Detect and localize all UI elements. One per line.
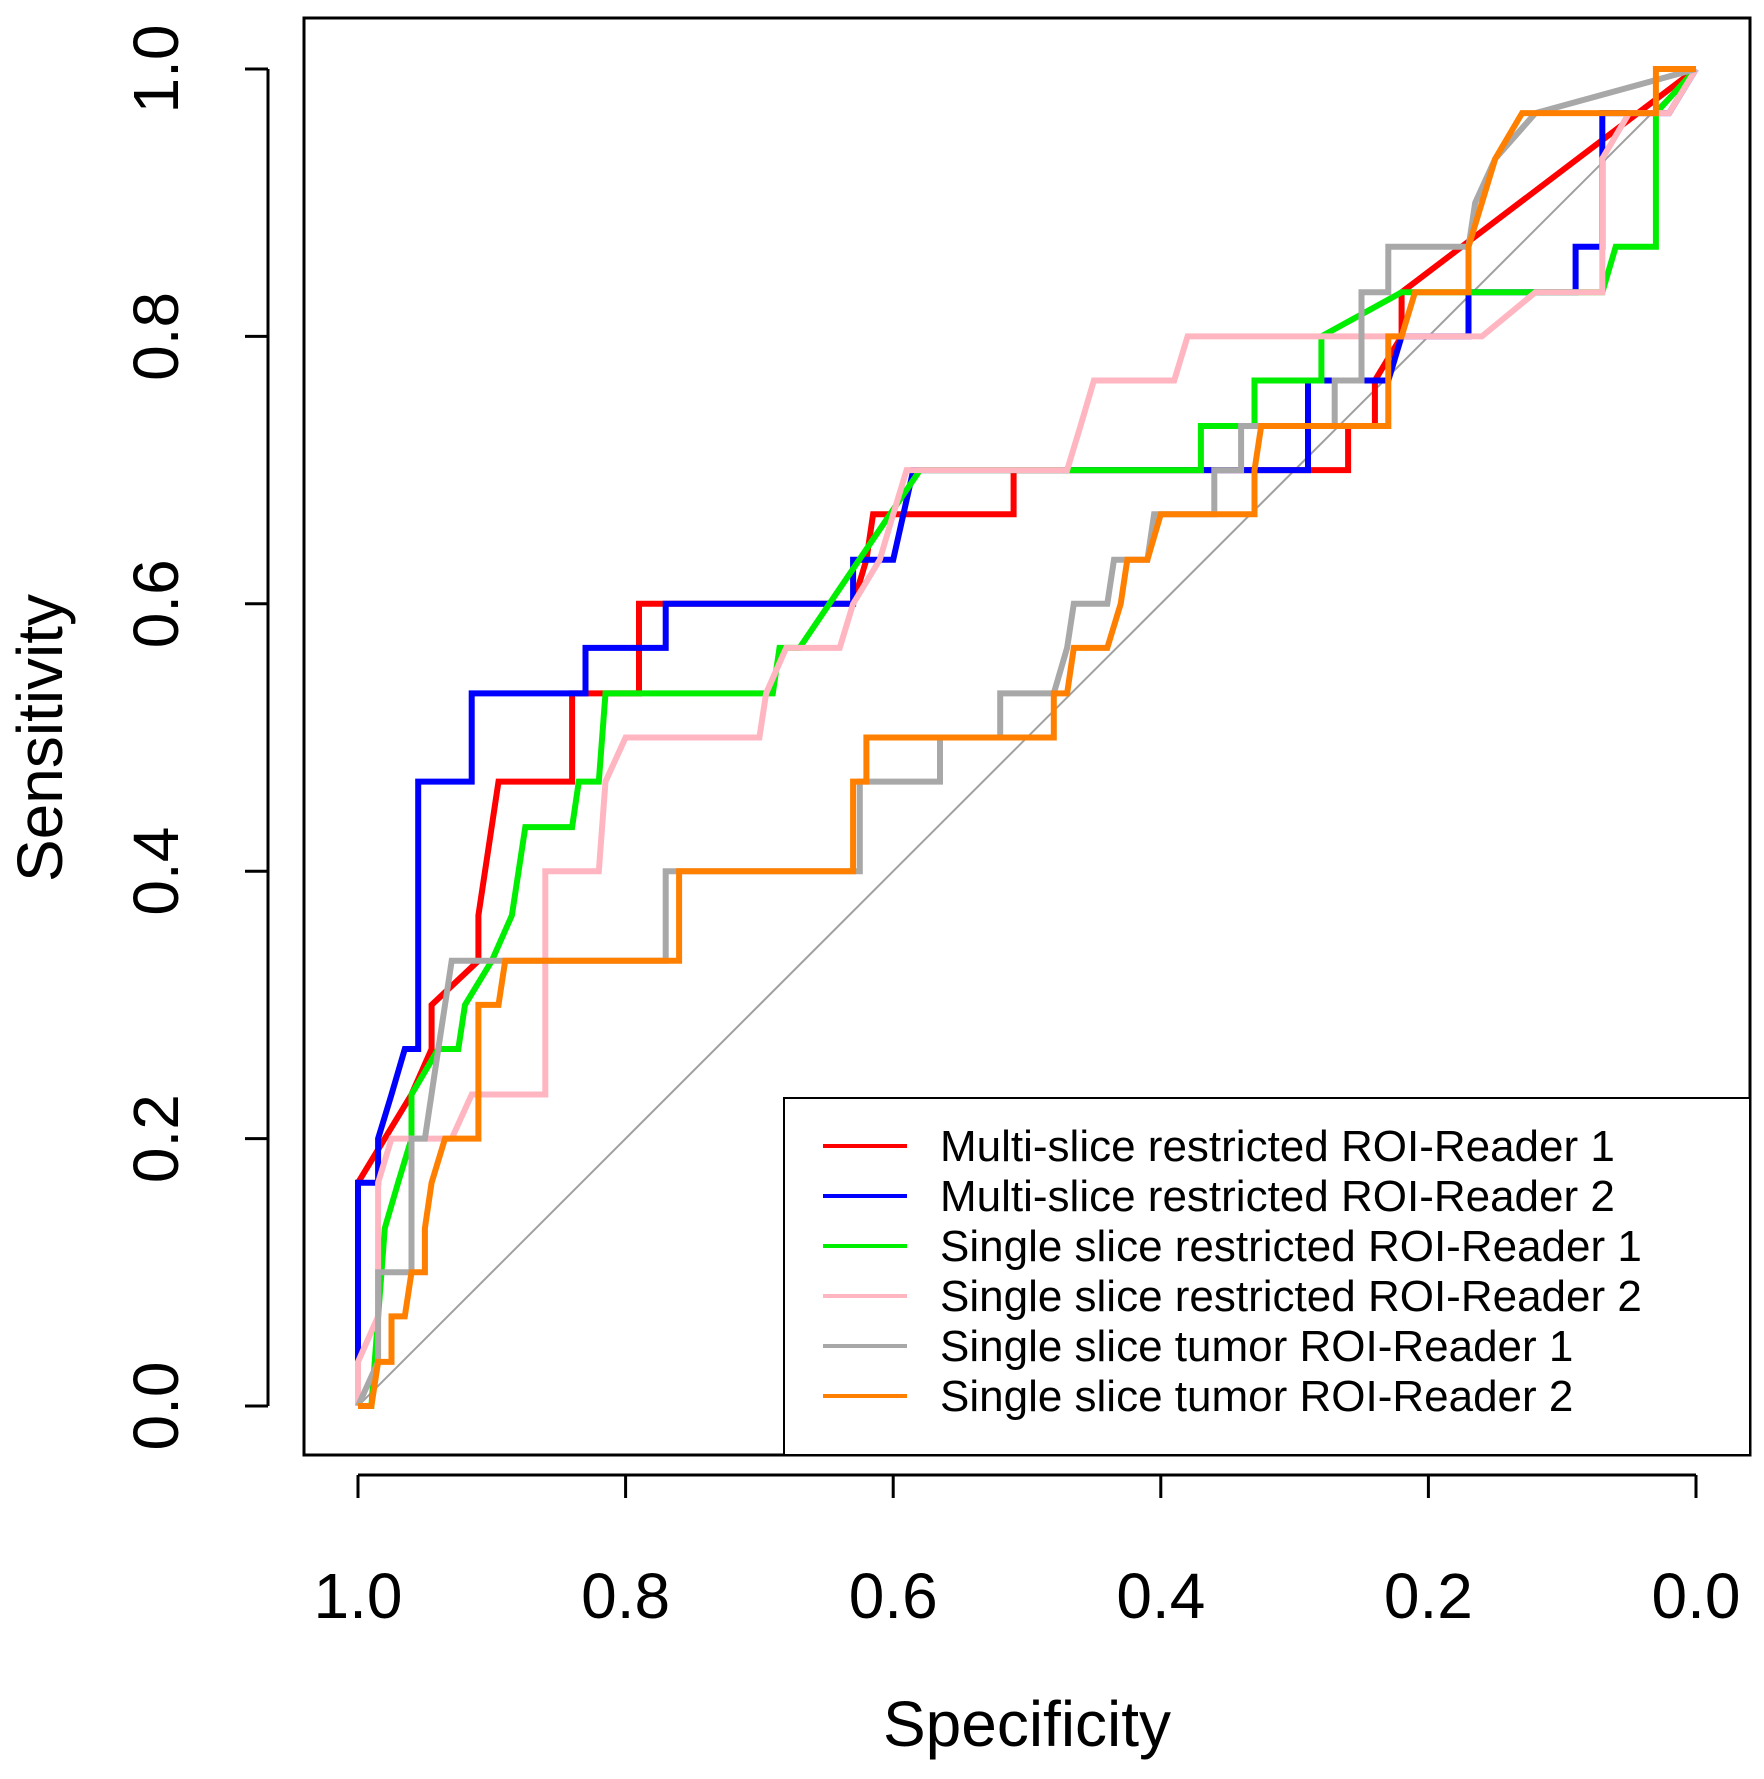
legend-label: Multi-slice restricted ROI-Reader 1: [940, 1122, 1615, 1171]
legend-label: Single slice restricted ROI-Reader 2: [940, 1272, 1642, 1321]
x-tick-label: 1.0: [314, 1560, 403, 1632]
y-ticks: 0.0 0.2 0.4 0.6 0.8 1.0: [120, 25, 268, 1451]
y-tick-label: 1.0: [120, 25, 192, 114]
x-tick-label: 0.6: [849, 1560, 938, 1632]
x-ticks: 1.0 0.8 0.6 0.4 0.2 0.0: [314, 1475, 1741, 1632]
y-tick-label: 0.2: [120, 1094, 192, 1183]
x-tick-label: 0.8: [581, 1560, 670, 1632]
y-tick-label: 0.4: [120, 827, 192, 916]
y-tick-label: 0.8: [120, 292, 192, 381]
legend-label: Single slice tumor ROI-Reader 2: [940, 1372, 1573, 1421]
x-axis-title: Specificity: [883, 1688, 1171, 1760]
legend-items: Multi-slice restricted ROI-Reader 1Multi…: [823, 1122, 1642, 1421]
legend: Multi-slice restricted ROI-Reader 1Multi…: [783, 1097, 1751, 1456]
y-tick-label: 0.0: [120, 1362, 192, 1451]
series-line-single-slice-tumor-roi-reader-2: [358, 66, 1696, 1409]
series-line-single-slice-restricted-roi-reader-2: [355, 67, 1699, 1406]
series-line-single-slice-tumor-roi-reader-1: [355, 66, 1697, 1408]
x-tick-label: 0.0: [1652, 1560, 1741, 1632]
x-tick-label: 0.4: [1116, 1560, 1205, 1632]
y-axis-title: Sensitivity: [4, 594, 76, 882]
plot-series: [355, 66, 1699, 1409]
x-tick-label: 0.2: [1384, 1560, 1473, 1632]
y-axis: 0.0 0.2 0.4 0.6 0.8 1.0 Sensitivity: [4, 25, 270, 1451]
legend-label: Multi-slice restricted ROI-Reader 2: [940, 1172, 1615, 1221]
x-axis: 1.0 0.8 0.6 0.4 0.2 0.0 Specificity: [314, 1473, 1741, 1760]
legend-box: [783, 1097, 1751, 1456]
y-tick-label: 0.6: [120, 559, 192, 648]
legend-label: Single slice tumor ROI-Reader 1: [940, 1322, 1573, 1371]
series-line-single-slice-restricted-roi-reader-1: [358, 66, 1699, 1409]
legend-label: Single slice restricted ROI-Reader 1: [940, 1222, 1642, 1271]
